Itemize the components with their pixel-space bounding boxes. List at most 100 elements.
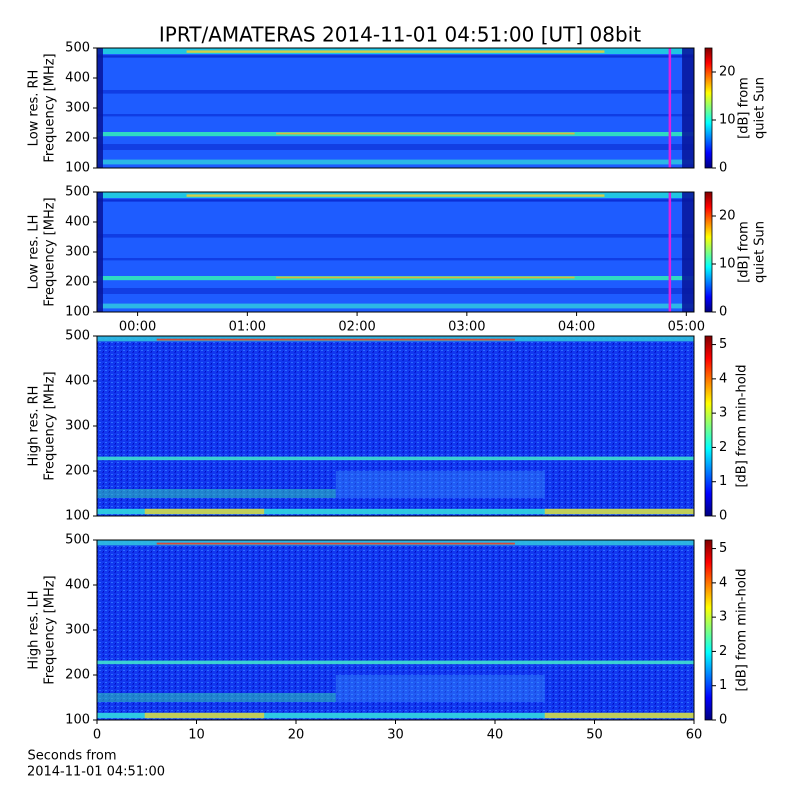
colorbar-tick-label: 10 [719,113,736,128]
y-tick-label: 100 [65,509,90,524]
y-tick-label: 300 [65,623,90,638]
y-axis-label: Frequency [MHz] [43,53,58,162]
spectrogram-band [144,712,265,719]
spectrogram-band [97,288,694,294]
colorbar-label: [dB] from min-hold [735,364,750,487]
colorbar-tick-label: 4 [719,371,727,386]
x-tick-label: 40 [487,728,504,743]
spectrogram-band [97,199,694,202]
x-tick-label: 05:00 [668,320,705,335]
colorbar-tick-label: 5 [719,337,727,352]
y-tick-label: 100 [65,305,90,320]
colorbar-tick-label: 1 [719,474,727,489]
spectrogram-band [97,144,694,150]
spectrogram-band [97,660,694,665]
x-tick-label: 0 [93,728,101,743]
y-tick-label: 200 [65,275,90,290]
colorbar-label: quiet Sun [753,221,768,283]
y-tick-label: 400 [65,374,90,389]
y-tick-label: 300 [65,419,90,434]
x-tick-label: 02:00 [338,320,375,335]
colorbar-tick-label: 0 [719,161,727,176]
spectrogram-band [335,675,545,702]
colorbar [704,539,713,721]
y-axis-label: Low res. RH [27,70,42,147]
spectrogram-band [186,194,605,197]
spectrogram-band [97,258,694,261]
colorbar-tick-label: 3 [719,406,727,421]
x-tick-label: 30 [387,728,404,743]
x-tick-label: 00:00 [119,320,156,335]
chart-title: IPRT/AMATERAS 2014-11-01 04:51:00 [UT] 0… [159,23,641,47]
colorbar-tick-label: 0 [719,509,727,524]
colorbar-tick-label: 0 [719,305,727,320]
colorbar-label: [dB] from [737,77,752,139]
colorbar-tick-label: 4 [719,575,727,590]
spectrogram-band [97,114,694,117]
y-tick-label: 500 [65,329,90,344]
spectrogram-band [97,159,694,165]
colorbar-tick-label: 10 [719,257,736,272]
colorbar [704,191,713,313]
y-axis-label: Frequency [MHz] [43,197,58,306]
spectrogram-band [97,90,694,94]
colorbar [704,47,713,169]
y-tick-label: 400 [65,578,90,593]
x-tick-label: 50 [586,728,603,743]
spectrogram-band [97,489,336,498]
y-tick-label: 200 [65,668,90,683]
colorbar-tick-label: 1 [719,678,727,693]
y-tick-label: 300 [65,245,90,260]
y-tick-label: 500 [65,185,90,200]
spectrogram-band [335,471,545,498]
y-tick-label: 200 [65,131,90,146]
spectrogram-band [97,234,694,238]
spectrogram-band [682,48,694,168]
spectrogram-band [97,712,694,719]
colorbar-tick-label: 20 [719,209,736,224]
colorbar-tick-label: 20 [719,65,736,80]
y-tick-label: 200 [65,464,90,479]
spectrogram-band [97,508,694,515]
spectrogram [97,336,694,516]
spectrogram-band [97,192,103,312]
y-tick-label: 100 [65,161,90,176]
colorbar-label: quiet Sun [753,77,768,139]
y-tick-label: 400 [65,71,90,86]
spectrogram-band [276,276,575,279]
y-tick-label: 500 [65,41,90,56]
spectrogram-band [97,303,694,309]
x-tick-label: 10 [188,728,205,743]
x-tick-label: 03:00 [448,320,485,335]
colorbar [704,335,713,517]
y-tick-label: 100 [65,713,90,728]
spectrogram-band [97,48,103,168]
colorbar-tick-label: 5 [719,541,727,556]
spectrogram-band [156,338,515,341]
y-tick-label: 500 [65,533,90,548]
spectrogram-band [97,55,694,58]
x-axis-label: 2014-11-01 04:51:00 [27,765,165,780]
spectrogram-band [276,132,575,135]
spectrogram [97,540,694,720]
y-axis-label: High res. RH [27,386,42,467]
y-tick-label: 300 [65,101,90,116]
colorbar-tick-label: 2 [719,644,727,659]
spectrogram-band [544,712,694,719]
y-axis-label: Low res. LH [27,215,42,290]
y-tick-label: 400 [65,215,90,230]
x-tick-label: 20 [288,728,305,743]
spectrogram-band [186,50,605,53]
spectrogram-band [156,542,515,545]
y-axis-label: High res. LH [27,590,42,669]
x-axis-label: Seconds from [27,749,116,764]
spectrogram-band [97,693,336,702]
colorbar-label: [dB] from [737,221,752,283]
spectrogram-band [544,508,694,515]
x-tick-label: 01:00 [229,320,266,335]
x-tick-label: 60 [686,728,703,743]
y-axis-label: Frequency [MHz] [43,575,58,684]
spectrogram-band [682,192,694,312]
spectrogram-band [144,508,265,515]
